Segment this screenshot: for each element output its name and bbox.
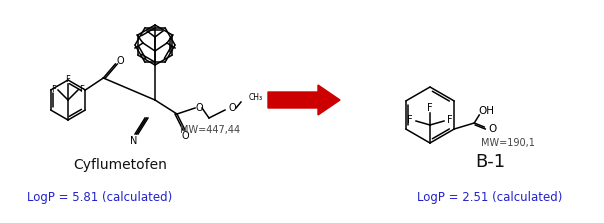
Text: F: F <box>407 115 413 125</box>
Text: F: F <box>66 74 71 83</box>
Text: LogP = 5.81 (calculated): LogP = 5.81 (calculated) <box>27 192 173 204</box>
Text: MW=190,1: MW=190,1 <box>481 138 535 148</box>
Text: O: O <box>181 131 189 141</box>
Text: F: F <box>447 115 453 125</box>
Text: O: O <box>488 124 496 134</box>
Text: O: O <box>195 103 203 113</box>
Text: F: F <box>51 85 56 95</box>
Text: MW=447,44: MW=447,44 <box>180 125 240 135</box>
Text: O: O <box>117 56 124 66</box>
Text: LogP = 2.51 (calculated): LogP = 2.51 (calculated) <box>417 192 563 204</box>
Text: Cyflumetofen: Cyflumetofen <box>73 158 167 172</box>
Text: B-1: B-1 <box>475 153 505 171</box>
Text: N: N <box>130 136 138 146</box>
Text: CH₃: CH₃ <box>249 93 263 103</box>
Text: F: F <box>427 103 433 113</box>
Text: OH: OH <box>478 106 494 116</box>
FancyArrow shape <box>268 85 340 115</box>
Text: O: O <box>228 103 236 113</box>
Text: F: F <box>80 85 85 95</box>
